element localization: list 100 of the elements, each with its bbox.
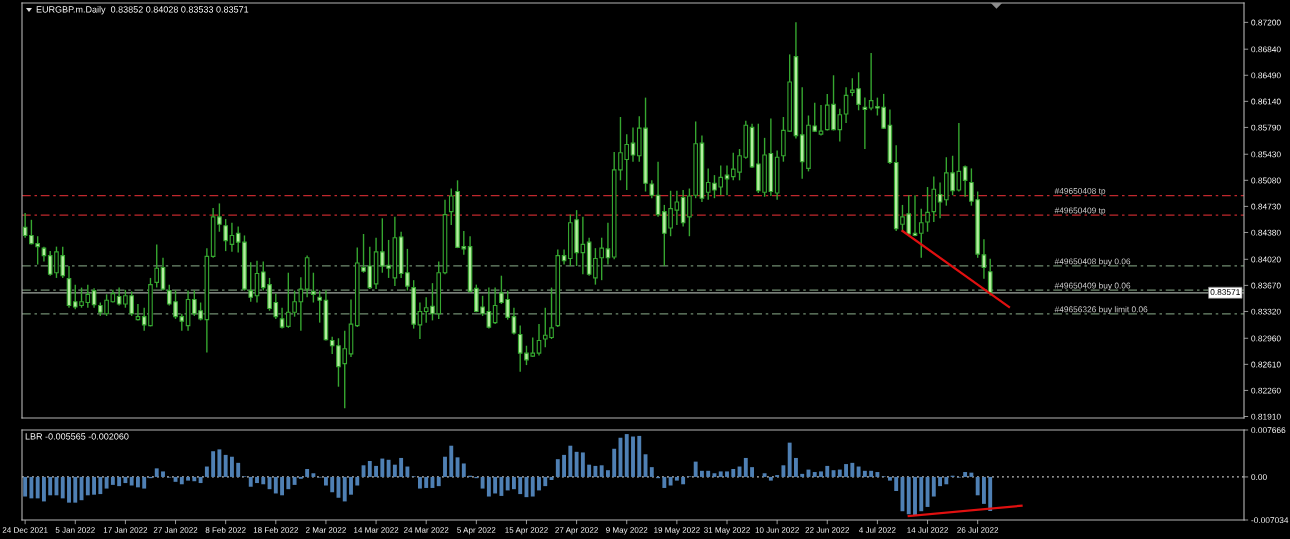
- bar: [637, 435, 642, 477]
- x-tick-label: 19 May 2022: [654, 527, 700, 535]
- bar: [323, 476, 328, 486]
- bar: [963, 472, 968, 477]
- bar: [593, 465, 598, 477]
- bar: [725, 471, 729, 477]
- bar: [781, 465, 786, 477]
- ref-line-label: #49650409 buy 0.06: [1054, 282, 1131, 291]
- bar: [98, 476, 103, 495]
- bar: [906, 476, 911, 515]
- bar: [493, 476, 498, 494]
- y-tick-label: 0.83320: [1251, 308, 1281, 315]
- bar: [135, 476, 140, 488]
- bar: [605, 470, 610, 477]
- bar: [117, 476, 122, 487]
- bar: [330, 476, 335, 493]
- bar: [229, 456, 234, 477]
- bar: [486, 476, 491, 497]
- x-tick-label: 14 Jul 2022: [907, 526, 948, 533]
- ref-line-label: #49650409 tp: [1054, 207, 1106, 216]
- bar: [23, 476, 28, 497]
- y-tick-label: 0.82960: [1251, 335, 1281, 342]
- bar: [154, 468, 159, 477]
- x-tick-label: 5 Apr 2022: [457, 527, 496, 535]
- x-tick-label: 27 Jan 2022: [153, 527, 198, 533]
- x-tick-label: 24 Mar 2022: [403, 527, 449, 533]
- bar: [29, 476, 34, 499]
- bar: [743, 457, 748, 477]
- bar: [800, 473, 805, 477]
- bar: [919, 476, 924, 512]
- bar: [837, 469, 842, 477]
- ref-line-label: #49650408 buy 0.06: [1054, 258, 1131, 266]
- bar: [204, 466, 209, 477]
- bar: [60, 476, 65, 499]
- bar: [374, 465, 379, 477]
- bar: [887, 476, 892, 481]
- bar: [944, 476, 949, 485]
- candlestick: [492, 286, 498, 325]
- bar: [386, 459, 391, 477]
- bar: [35, 476, 40, 499]
- bar: [48, 476, 53, 496]
- bar: [461, 463, 466, 477]
- y-tick-label: 0.84020: [1251, 256, 1281, 263]
- bar: [192, 476, 197, 482]
- bar: [186, 476, 191, 481]
- y-tick-label: 0.85430: [1251, 151, 1281, 158]
- bar: [699, 470, 704, 477]
- bar: [436, 476, 441, 487]
- x-tick-label: 4 Jul 2022: [859, 526, 896, 533]
- bar: [812, 472, 817, 477]
- y-tick-label: 0.83670: [1251, 282, 1281, 289]
- bar: [273, 476, 278, 494]
- bar: [762, 473, 767, 477]
- x-tick-label: 15 Apr 2022: [505, 527, 548, 535]
- bar: [255, 476, 259, 484]
- bar: [537, 476, 541, 491]
- y-tick-label: 0.81910: [1251, 413, 1281, 420]
- bar: [768, 476, 773, 481]
- bar: [417, 476, 422, 489]
- ref-line-label: #49650408 tp: [1054, 187, 1106, 196]
- candlestick: [279, 307, 285, 330]
- bar: [969, 472, 974, 477]
- bar: [505, 476, 510, 491]
- bar: [305, 468, 310, 477]
- bar: [236, 462, 241, 477]
- bar: [718, 471, 723, 477]
- bar: [988, 476, 993, 512]
- x-tick-label: 5 Jan 2022: [55, 527, 95, 533]
- candlestick: [223, 218, 228, 252]
- bar: [311, 473, 316, 477]
- bar: [286, 476, 291, 490]
- bar: [399, 457, 404, 477]
- bar: [562, 454, 567, 477]
- bar: [731, 468, 736, 477]
- bar: [706, 470, 711, 477]
- x-tick-label: 8 Feb 2022: [205, 526, 246, 533]
- bar: [349, 476, 353, 495]
- chart-title: EURGBP.m.Daily 0.83852 0.84028 0.83533 0.83571: [36, 6, 249, 15]
- bar: [443, 456, 447, 477]
- x-tick-label: 9 May 2022: [606, 527, 648, 535]
- bar: [819, 471, 823, 477]
- bar: [179, 476, 184, 485]
- candlestick: [317, 289, 322, 324]
- bar: [85, 476, 90, 496]
- bar: [543, 476, 548, 487]
- bar: [355, 476, 360, 486]
- bar: [668, 476, 673, 486]
- bar: [104, 476, 109, 489]
- y-tick-label: 0.86490: [1251, 72, 1281, 79]
- bar: [574, 451, 579, 477]
- bar: [793, 457, 798, 477]
- candlestick: [248, 261, 254, 303]
- bar: [662, 476, 667, 488]
- bar: [894, 476, 899, 492]
- bar: [674, 476, 679, 481]
- bar: [856, 466, 861, 477]
- x-tick-label: 2 Mar 2022: [305, 527, 346, 533]
- bar: [198, 476, 203, 484]
- candlestick: [536, 323, 542, 357]
- y-tick-label: 0.86840: [1251, 46, 1281, 53]
